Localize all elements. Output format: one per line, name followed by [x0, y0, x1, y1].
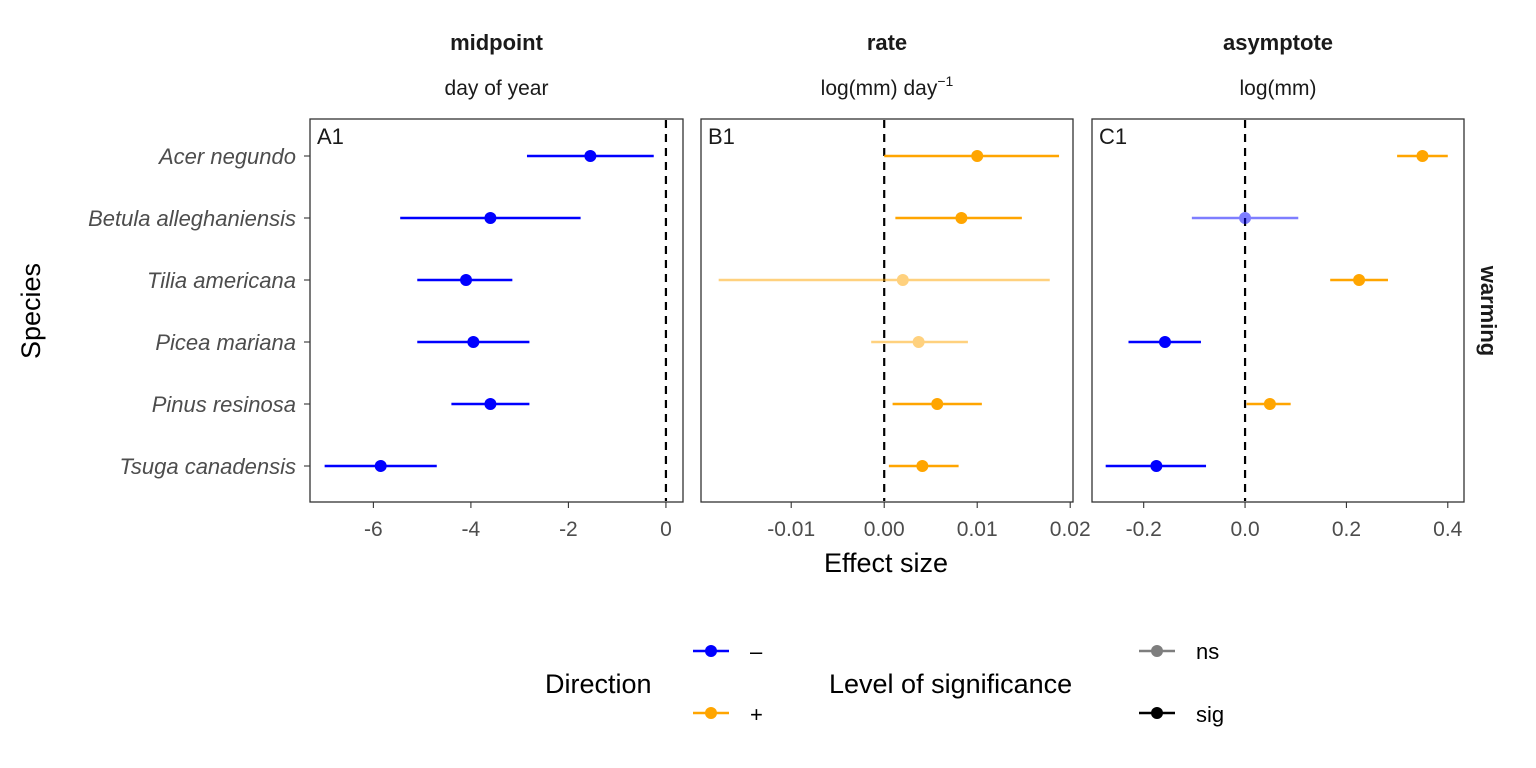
panel-title-midpoint: midpoint: [450, 30, 544, 55]
estimate-asymptote-picea-mariana: [1128, 336, 1201, 348]
panel-title-rate: rate: [867, 30, 907, 55]
x-tick-label-rate-3: 0.02: [1050, 518, 1091, 541]
estimate-asymptote-pinus-resinosa: [1246, 398, 1291, 410]
row-strip-label: warming: [1476, 265, 1501, 356]
point-asymptote-betula-alleghaniensis: [1239, 212, 1252, 224]
estimate-midpoint-pinus-resinosa: [451, 398, 530, 410]
panel-title-asymptote: asymptote: [1223, 30, 1333, 55]
panels-layer: Acer negundo Betula alleghaniensis Tilia a…: [88, 30, 1465, 541]
legend: Direction – + Level of significance ns s…: [545, 639, 1224, 727]
legend-key-sig: [1139, 707, 1175, 719]
panel-tag-b1: B1: [708, 124, 735, 149]
point-midpoint-tilia-americana: [460, 274, 473, 286]
legend-label-negative: –: [750, 639, 763, 664]
legend-key-positive: [693, 707, 729, 719]
estimate-rate-betula-alleghaniensis: [895, 212, 1022, 224]
estimate-asymptote-betula-alleghaniensis: [1191, 212, 1299, 224]
y-axis-title: Species: [16, 263, 46, 359]
legend-key-negative: [693, 645, 729, 657]
x-tick-label-midpoint-3: 0: [660, 518, 672, 541]
point-rate-acer-negundo: [971, 150, 984, 162]
point-midpoint-acer-negundo: [584, 150, 597, 162]
estimate-midpoint-tsuga-canadensis: [324, 460, 437, 472]
estimate-asymptote-tsuga-canadensis: [1105, 460, 1207, 472]
species-label-tilia-americana: Tilia americana: [147, 268, 296, 293]
estimate-midpoint-acer-negundo: [526, 150, 654, 162]
estimate-asymptote-acer-negundo: [1397, 150, 1448, 162]
point-rate-pinus-resinosa: [931, 398, 944, 410]
legend-key-sig-point: [1151, 707, 1163, 719]
legend-label-positive: +: [750, 702, 763, 727]
estimate-rate-pinus-resinosa: [892, 398, 982, 410]
panel-border-midpoint: [309, 118, 684, 503]
point-midpoint-pinus-resinosa: [484, 398, 497, 410]
estimate-midpoint-betula-alleghaniensis: [400, 212, 581, 224]
point-rate-tilia-americana: [896, 274, 909, 286]
x-tick-label-asymptote-3: 0.4: [1433, 518, 1463, 541]
x-tick-label-rate-2: 0.01: [957, 518, 998, 541]
point-midpoint-tsuga-canadensis: [374, 460, 387, 472]
legend-key-ns: [1139, 645, 1175, 657]
x-tick-label-midpoint-0: -6: [364, 518, 383, 541]
legend-direction-title: Direction: [545, 669, 652, 699]
estimate-rate-tilia-americana: [718, 274, 1050, 286]
legend-label-sig: sig: [1196, 702, 1224, 727]
estimate-asymptote-tilia-americana: [1330, 274, 1388, 286]
panel-border-asymptote: [1091, 118, 1465, 503]
legend-significance-title: Level of significance: [829, 669, 1072, 699]
x-tick-label-asymptote-0: -0.2: [1126, 518, 1162, 541]
x-tick-label-rate-0: -0.01: [767, 518, 815, 541]
x-tick-label-asymptote-1: 0.0: [1230, 518, 1259, 541]
point-asymptote-acer-negundo: [1416, 150, 1429, 162]
panel-subtitle-midpoint: day of year: [445, 77, 549, 100]
x-tick-label-midpoint-2: -2: [559, 518, 578, 541]
legend-key-ns-point: [1151, 645, 1163, 657]
x-tick-label-rate-1: 0.00: [864, 518, 905, 541]
legend-label-ns: ns: [1196, 639, 1219, 664]
species-label-tsuga-canadensis: Tsuga canadensis: [119, 454, 296, 479]
species-label-pinus-resinosa: Pinus resinosa: [152, 392, 296, 417]
species-label-acer-negundo: Acer negundo: [157, 144, 296, 169]
point-rate-picea-mariana: [912, 336, 925, 348]
x-axis-title: Effect size: [824, 548, 948, 578]
legend-key-positive-point: [705, 707, 717, 719]
panel-subtitle-rate: log(mm) day−1: [821, 73, 954, 100]
legend-key-negative-point: [705, 645, 717, 657]
x-tick-label-asymptote-2: 0.2: [1332, 518, 1361, 541]
estimate-midpoint-tilia-americana: [417, 274, 513, 286]
estimate-midpoint-picea-mariana: [417, 336, 530, 348]
species-label-picea-mariana: Picea mariana: [155, 330, 296, 355]
panel-tag-a1: A1: [317, 124, 344, 149]
panel-subtitle-asymptote: log(mm): [1240, 77, 1317, 100]
estimate-rate-acer-negundo: [884, 150, 1060, 162]
point-rate-betula-alleghaniensis: [955, 212, 968, 224]
point-asymptote-tilia-americana: [1353, 274, 1366, 286]
estimate-rate-picea-mariana: [871, 336, 968, 348]
point-asymptote-tsuga-canadensis: [1150, 460, 1163, 472]
panel-subtitle-superscript-rate: −1: [937, 73, 953, 89]
panel-tag-c1: C1: [1099, 124, 1127, 149]
point-rate-tsuga-canadensis: [916, 460, 929, 472]
point-midpoint-betula-alleghaniensis: [484, 212, 497, 224]
panel-border-rate: [700, 118, 1074, 503]
point-asymptote-pinus-resinosa: [1263, 398, 1276, 410]
estimate-rate-tsuga-canadensis: [888, 460, 959, 472]
species-label-betula-alleghaniensis: Betula alleghaniensis: [88, 206, 296, 231]
x-tick-label-midpoint-1: -4: [462, 518, 481, 541]
point-midpoint-picea-mariana: [467, 336, 480, 348]
point-asymptote-picea-mariana: [1158, 336, 1171, 348]
